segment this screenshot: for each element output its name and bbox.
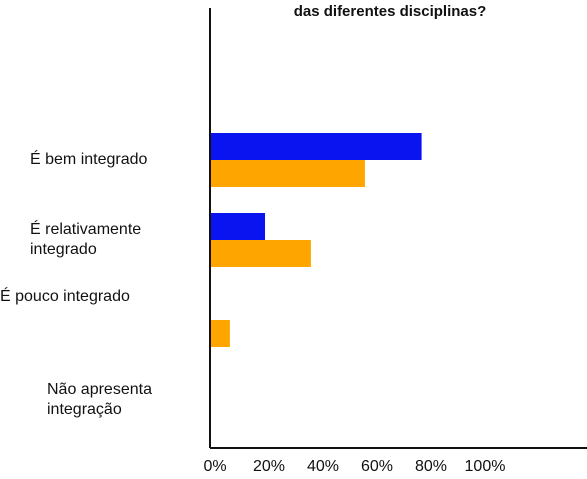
x-tick-label: 60% xyxy=(361,458,393,475)
bar xyxy=(211,160,365,187)
chart-title: das diferentes disciplinas? xyxy=(294,3,487,20)
y-tick-label: É relativamente integrado xyxy=(30,221,142,258)
bar xyxy=(211,240,311,267)
x-tick-label: 80% xyxy=(415,458,447,475)
x-tick-label: 40% xyxy=(307,458,339,475)
x-tick-label: 100% xyxy=(465,458,506,475)
y-tick-label: É pouco integrado xyxy=(0,288,130,305)
bar xyxy=(211,213,265,240)
x-tick-label: 20% xyxy=(253,458,285,475)
y-tick-label: É bem integrado xyxy=(30,151,148,168)
bar xyxy=(211,133,422,160)
y-tick-label: Não apresenta integração xyxy=(47,381,152,418)
x-tick-label: 0% xyxy=(203,458,226,475)
bar xyxy=(211,320,230,347)
